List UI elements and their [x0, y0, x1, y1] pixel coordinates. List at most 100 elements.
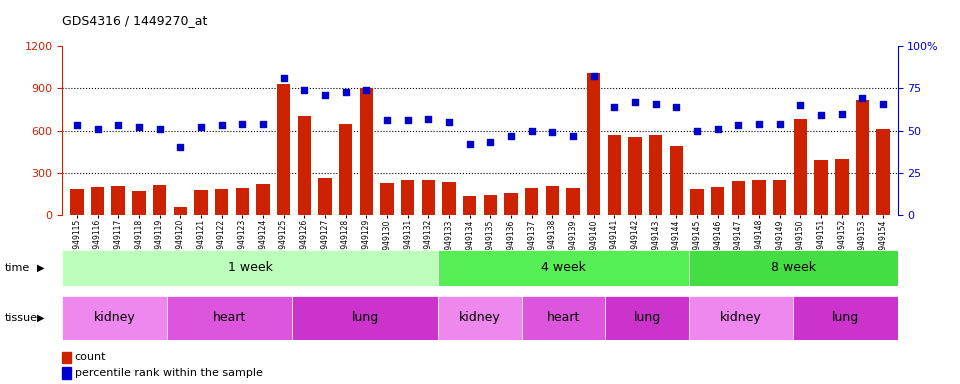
Point — [255, 121, 271, 127]
Bar — [814, 160, 828, 215]
Text: kidney: kidney — [459, 311, 501, 324]
Bar — [443, 182, 456, 215]
Point — [607, 104, 622, 110]
Bar — [463, 196, 476, 215]
Bar — [167, 296, 292, 340]
Bar — [421, 180, 435, 215]
Bar — [215, 189, 228, 215]
Point — [132, 124, 147, 130]
Bar — [690, 189, 704, 215]
Bar — [401, 180, 415, 215]
Point — [731, 122, 746, 129]
Text: ▶: ▶ — [36, 313, 44, 323]
Bar — [62, 352, 71, 363]
Bar — [566, 188, 580, 215]
Bar — [587, 73, 600, 215]
Text: 8 week: 8 week — [771, 262, 816, 274]
Bar — [835, 159, 849, 215]
Bar — [70, 189, 84, 215]
Bar — [504, 192, 517, 215]
Point — [503, 132, 518, 139]
Bar — [235, 188, 249, 215]
Text: heart: heart — [213, 311, 246, 324]
Text: heart: heart — [547, 311, 580, 324]
Bar — [525, 188, 539, 215]
Point — [793, 102, 808, 108]
Bar — [855, 99, 869, 215]
Bar — [438, 296, 522, 340]
Point — [338, 89, 353, 95]
Text: ▶: ▶ — [36, 263, 44, 273]
Point — [317, 92, 332, 98]
Point — [276, 75, 291, 81]
Point — [565, 132, 581, 139]
Bar — [689, 296, 793, 340]
Bar — [62, 367, 71, 379]
Bar — [318, 179, 331, 215]
Bar — [753, 180, 766, 215]
Text: 1 week: 1 week — [228, 262, 273, 274]
Point — [420, 116, 436, 122]
Bar — [174, 207, 187, 215]
Point — [483, 139, 498, 146]
Point — [628, 99, 643, 105]
Bar — [360, 88, 373, 215]
Bar — [876, 129, 890, 215]
Bar — [689, 250, 898, 286]
Text: GDS4316 / 1449270_at: GDS4316 / 1449270_at — [62, 14, 207, 27]
Point — [813, 112, 828, 118]
Text: kidney: kidney — [94, 311, 135, 324]
Bar — [62, 250, 438, 286]
Point — [524, 127, 540, 134]
Point — [876, 101, 891, 107]
Bar — [711, 187, 725, 215]
Bar — [62, 296, 167, 340]
Bar — [132, 191, 146, 215]
Text: kidney: kidney — [720, 311, 762, 324]
Bar — [298, 116, 311, 215]
Bar — [339, 124, 352, 215]
Point — [710, 126, 726, 132]
Point — [648, 101, 663, 107]
Bar — [545, 186, 559, 215]
Bar — [153, 185, 166, 215]
Text: time: time — [5, 263, 30, 273]
Bar — [111, 186, 125, 215]
Point — [69, 122, 84, 129]
Bar — [484, 195, 497, 215]
Text: lung: lung — [634, 311, 660, 324]
Bar — [606, 296, 689, 340]
Bar — [91, 187, 105, 215]
Text: lung: lung — [351, 311, 379, 324]
Bar — [380, 183, 394, 215]
Text: count: count — [75, 353, 107, 362]
Bar — [276, 84, 290, 215]
Point — [669, 104, 684, 110]
Bar — [670, 146, 684, 215]
Point — [834, 111, 850, 117]
Bar — [793, 296, 898, 340]
Point — [297, 87, 312, 93]
Bar — [438, 250, 689, 286]
Bar — [732, 181, 745, 215]
Text: 4 week: 4 week — [541, 262, 586, 274]
Point — [110, 122, 126, 129]
Point — [689, 127, 705, 134]
Point — [400, 118, 416, 124]
Bar — [256, 184, 270, 215]
Point — [462, 141, 477, 147]
Point — [854, 95, 870, 101]
Point — [752, 121, 767, 127]
Point — [359, 87, 374, 93]
Bar — [794, 119, 807, 215]
Point — [234, 121, 250, 127]
Bar — [649, 136, 662, 215]
Bar — [522, 296, 606, 340]
Bar — [292, 296, 439, 340]
Bar — [629, 137, 642, 215]
Text: percentile rank within the sample: percentile rank within the sample — [75, 368, 263, 378]
Point — [152, 126, 167, 132]
Bar — [608, 135, 621, 215]
Point — [544, 129, 560, 135]
Bar — [194, 190, 207, 215]
